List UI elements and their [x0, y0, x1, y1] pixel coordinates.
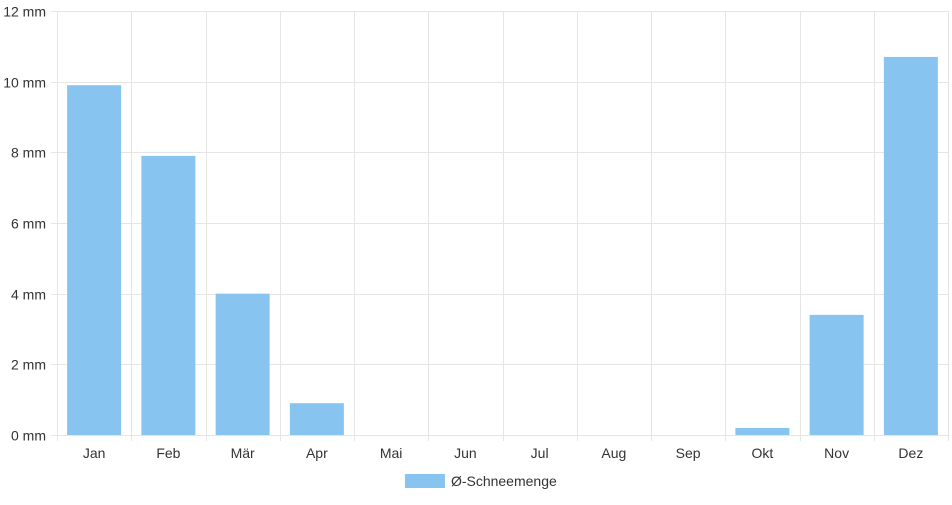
legend-swatch: [404, 474, 445, 488]
x-tick-label: Jun: [454, 445, 477, 461]
x-tick-label: Jul: [531, 445, 549, 461]
x-tick-label: Apr: [306, 445, 328, 461]
x-tick-label: Sep: [676, 445, 701, 461]
bar-nov[interactable]: [809, 314, 864, 435]
y-tick-label: 6 mm: [11, 216, 46, 232]
x-tick-label: Dez: [898, 445, 923, 461]
x-tick-label: Aug: [601, 445, 626, 461]
x-tick-label: Nov: [824, 445, 849, 461]
y-tick-label: 2 mm: [11, 357, 46, 373]
y-tick-label: 0 mm: [11, 428, 46, 444]
bar-apr[interactable]: [289, 403, 344, 435]
bar-layer: [67, 56, 938, 435]
legend[interactable]: Ø-Schneemenge: [404, 473, 557, 489]
grid-layer: [51, 11, 949, 441]
x-tick-label: Okt: [751, 445, 773, 461]
x-tick-label: Mai: [380, 445, 403, 461]
axis-layer: 0 mm 2 mm 4 mm 6 mm 8 mm 10 mm 12 mm Jan Feb Mär A…: [3, 4, 923, 462]
bar-mär[interactable]: [215, 293, 270, 435]
y-tick-label: 10 mm: [3, 75, 46, 91]
bar-jan[interactable]: [67, 85, 122, 435]
x-tick-label: Feb: [156, 445, 180, 461]
x-tick-label: Jan: [83, 445, 106, 461]
bar-dez[interactable]: [883, 56, 938, 435]
x-tick-label: Mär: [231, 445, 255, 461]
y-tick-label: 8 mm: [11, 145, 46, 161]
bar-okt[interactable]: [735, 427, 790, 435]
bar-feb[interactable]: [141, 155, 196, 435]
y-tick-label: 4 mm: [11, 287, 46, 303]
y-tick-label: 12 mm: [3, 4, 46, 20]
legend-label: Ø-Schneemenge: [451, 473, 557, 489]
